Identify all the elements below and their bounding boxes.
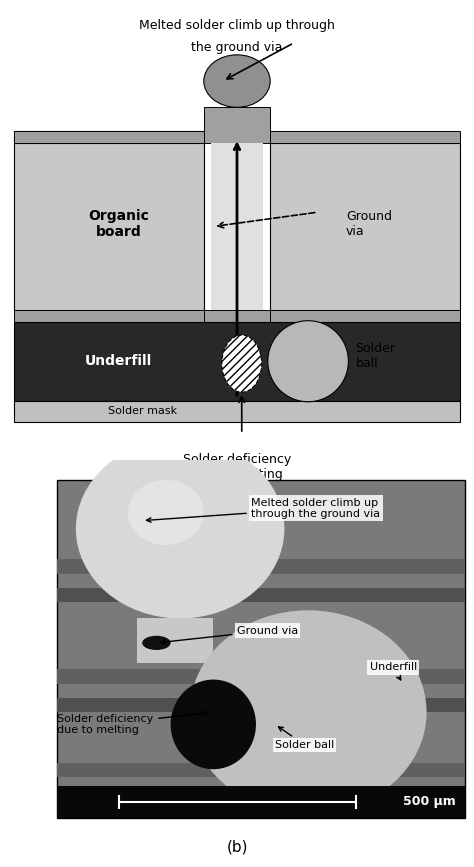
- Bar: [14, 131, 204, 143]
- Circle shape: [128, 480, 204, 545]
- Ellipse shape: [222, 335, 262, 392]
- Bar: [57, 698, 465, 712]
- Text: Melted solder climb up
through the ground via: Melted solder climb up through the groun…: [146, 498, 380, 522]
- Bar: [57, 763, 465, 778]
- Text: Solder deficiency
due to melting: Solder deficiency due to melting: [183, 453, 291, 481]
- Bar: [270, 131, 460, 143]
- Bar: [270, 143, 460, 310]
- Bar: [270, 310, 460, 322]
- Circle shape: [268, 321, 348, 401]
- Text: the ground via: the ground via: [191, 41, 283, 54]
- Ellipse shape: [171, 680, 256, 769]
- Bar: [57, 559, 465, 574]
- Circle shape: [76, 439, 284, 618]
- Text: Ground
via: Ground via: [346, 210, 392, 238]
- Bar: [211, 143, 263, 310]
- Bar: [57, 669, 465, 683]
- Circle shape: [190, 610, 427, 814]
- Text: Underfill: Underfill: [85, 355, 152, 368]
- Text: Underfill: Underfill: [370, 662, 417, 680]
- Bar: [14, 310, 204, 322]
- Bar: [204, 310, 270, 322]
- Text: Solder
ball: Solder ball: [356, 342, 395, 370]
- Bar: [57, 588, 465, 602]
- Text: (a): (a): [227, 460, 247, 474]
- Text: Melted solder climb up through: Melted solder climb up through: [139, 19, 335, 32]
- Bar: [14, 322, 460, 401]
- Text: Solder mask: Solder mask: [108, 407, 177, 416]
- Ellipse shape: [204, 55, 270, 108]
- Text: Organic
board: Organic board: [88, 209, 149, 239]
- Bar: [204, 108, 270, 143]
- Bar: [137, 618, 213, 663]
- Text: Solder ball: Solder ball: [275, 727, 334, 750]
- Bar: [14, 401, 460, 422]
- Bar: [57, 480, 465, 818]
- Text: (b): (b): [226, 839, 248, 854]
- Bar: [57, 786, 465, 818]
- Ellipse shape: [142, 636, 171, 650]
- Text: 500 μm: 500 μm: [403, 795, 456, 808]
- Bar: [14, 143, 204, 310]
- Text: Ground via: Ground via: [161, 626, 298, 644]
- Text: Solder deficiency
due to melting: Solder deficiency due to melting: [57, 711, 209, 735]
- Bar: [14, 131, 204, 143]
